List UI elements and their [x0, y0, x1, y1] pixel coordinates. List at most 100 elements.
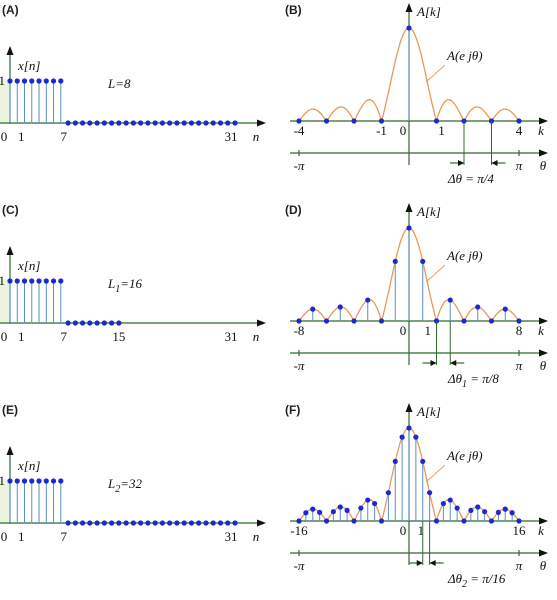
sample-point [123, 120, 129, 126]
sample-point [210, 120, 216, 126]
dft-point [317, 509, 323, 516]
delta-arrowhead [491, 160, 498, 166]
sample-point [101, 520, 107, 526]
sample-point [116, 120, 122, 126]
k-tick-label: -8 [294, 323, 305, 338]
dft-point [358, 505, 364, 511]
panel-F: (F) A[k] k θ -π π -16 0 1 16 A(e jθ) Δθ2 = π/16 [285, 403, 548, 590]
shaded-region [0, 279, 9, 323]
delta-theta-label-eq: = π/16 [467, 571, 506, 586]
length-label-main: L [107, 76, 115, 91]
panel-label: (E) [2, 403, 18, 417]
x-tick-label: 31 [225, 329, 238, 344]
sample-point [167, 120, 173, 126]
sample-point [21, 478, 28, 484]
x-axis-arrowhead [539, 549, 548, 557]
delta-theta-label-main: Δθ [447, 571, 463, 586]
dft-point [406, 225, 412, 231]
sample-point [21, 278, 28, 284]
y-axis-arrowhead [6, 46, 14, 55]
x-axis-arrowhead [539, 149, 548, 157]
x-tick-label: 31 [225, 129, 238, 144]
y-axis-arrowhead [405, 403, 413, 412]
panel-label: (F) [285, 403, 300, 417]
dft-point [516, 318, 522, 324]
sample-point [159, 120, 166, 126]
sample-point [79, 520, 86, 526]
sample-point [29, 278, 35, 284]
y-axis-arrowhead [6, 446, 14, 455]
y-axis-label: x[n] [17, 258, 40, 273]
dft-point [433, 118, 440, 124]
k-axis-label: k [538, 123, 544, 138]
dft-point [296, 118, 302, 124]
panel-D: (D) A[k]kθ-π π-8 0 1 8A(e jθ)Δθ1 = π/8 [285, 203, 548, 390]
sample-point [65, 120, 71, 126]
y-tick-1: 1 [0, 273, 5, 288]
k-tick-label: 16 [513, 523, 527, 538]
dft-point [392, 258, 398, 265]
x-axis-arrowhead [257, 519, 266, 527]
y-axis-label: x[n] [17, 458, 40, 473]
sample-point [181, 120, 187, 126]
sample-point [50, 478, 57, 484]
dft-point [427, 490, 433, 496]
x-tick-label: 1 [18, 329, 25, 344]
theta-axis-label: θ [540, 358, 547, 373]
sample-point [217, 520, 224, 526]
sample-point [152, 520, 158, 526]
sample-point [50, 78, 57, 84]
sample-point [36, 478, 42, 484]
dft-point [447, 297, 453, 303]
delta-theta-label-main: Δθ [447, 371, 463, 386]
length-label: L=8 [107, 76, 131, 91]
x-tick-label: 7 [61, 129, 68, 144]
dft-point [447, 497, 453, 503]
sample-point [196, 120, 202, 126]
y-axis-arrowhead [405, 3, 413, 12]
dft-point [296, 518, 302, 524]
sample-point [58, 278, 64, 284]
sample-point [43, 78, 49, 84]
length-label-eq: =16 [120, 276, 142, 291]
dft-point [516, 518, 522, 524]
y-axis-label: A[k] [416, 204, 441, 219]
x-axis-arrowhead [539, 349, 548, 357]
dft-point [488, 518, 495, 524]
length-label-sub: 1 [115, 284, 120, 295]
dft-point [475, 304, 481, 310]
sample-point [43, 478, 49, 484]
length-label-main: L [107, 476, 115, 491]
dft-point [351, 518, 357, 524]
delta-theta-label-sub: 1 [462, 379, 467, 390]
k-tick-label: 4 [516, 123, 523, 138]
dft-point [330, 509, 336, 515]
sample-point [188, 120, 195, 126]
delta-theta-label: Δθ2 = π/16 [447, 571, 506, 590]
sample-point [232, 520, 238, 526]
dft-point [399, 434, 405, 440]
dft-point [475, 504, 481, 510]
panel-label: (D) [285, 203, 302, 217]
sample-point [58, 478, 64, 484]
shaded-region [0, 479, 9, 523]
sample-point [79, 320, 86, 326]
sample-point [174, 520, 180, 526]
y-axis-label: A[k] [416, 404, 441, 419]
sample-point [79, 120, 86, 126]
sample-point [50, 278, 57, 284]
dft-point [323, 518, 330, 524]
panel-A: (A)x[n]10 1 7 31 nL=8 [0, 3, 266, 144]
envelope-leader [425, 64, 446, 83]
dft-point [351, 118, 357, 124]
sample-point [130, 120, 136, 126]
dft-point [351, 318, 357, 324]
sample-point [145, 120, 151, 126]
sample-point [152, 120, 158, 126]
delta-arrowhead [430, 360, 437, 366]
dft-point [392, 458, 398, 465]
dft-point [433, 518, 440, 524]
dft-point [461, 518, 467, 524]
dft-point [440, 500, 446, 507]
sample-point [174, 120, 180, 126]
